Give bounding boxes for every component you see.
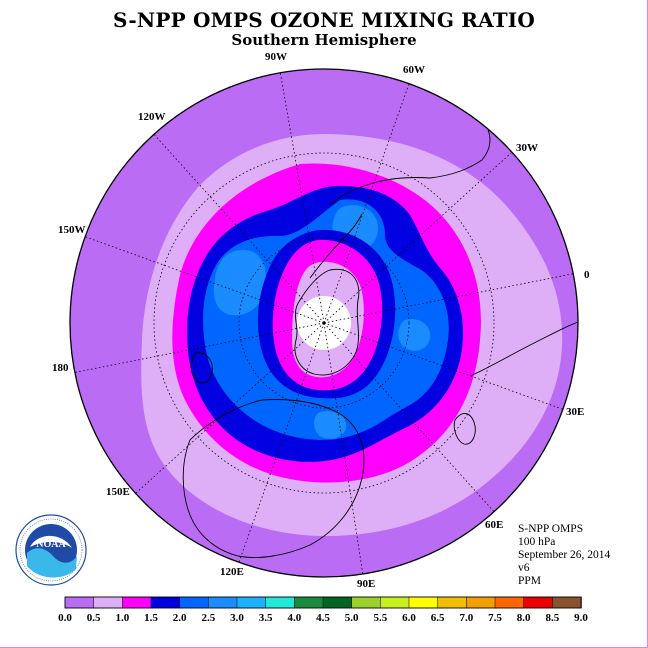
colorbar-swatch	[466, 596, 496, 609]
colorbar-tick-label: 8.5	[545, 612, 559, 624]
lon-label-60W: 60W	[403, 64, 425, 76]
lon-label-30W: 30W	[516, 142, 538, 154]
colorbar-swatches	[64, 596, 582, 609]
colorbar-tick-label: 2.0	[173, 612, 187, 624]
coast-south-america	[329, 129, 491, 206]
info-version: v6	[518, 562, 530, 574]
lon-label-120W: 120W	[138, 111, 166, 123]
colorbar-tick-label: 6.0	[402, 612, 416, 624]
band-2.5-3.0-west	[213, 249, 267, 316]
meridian-90E	[323, 322, 364, 576]
colorbar-frame	[64, 596, 582, 609]
ozone-field	[70, 69, 578, 577]
meridian-0	[323, 272, 578, 324]
colorbar-tick-label: 5.0	[345, 612, 359, 624]
coast-antarctic-peninsula	[309, 213, 363, 279]
info-units: PPM	[518, 575, 542, 587]
colorbar-swatch	[150, 596, 181, 609]
globe-outline	[69, 68, 579, 578]
south-pole-dot	[322, 321, 326, 325]
coast-australia	[182, 399, 365, 558]
coast-africa	[469, 319, 578, 377]
meridian-60E	[323, 322, 498, 516]
info-level: 100 hPa	[518, 536, 556, 548]
colorbar-swatch	[322, 596, 353, 609]
colorbar-swatch	[552, 596, 582, 609]
map-info: S-NPP OMPS 100 hPa September 26, 2014 v6…	[518, 523, 610, 588]
colorbar-swatch	[494, 596, 525, 609]
colorbar-tick-label: 2.5	[201, 612, 215, 624]
colorbar-swatch	[122, 596, 152, 609]
colorbar-tick-label: 3.0	[230, 612, 244, 624]
colorbar-swatch	[265, 596, 296, 609]
coastlines	[182, 129, 578, 558]
colorbar-tick-label: 0.0	[58, 612, 72, 624]
colorbar-swatch	[408, 596, 439, 609]
noaa-logo-text: NOAA	[36, 539, 66, 550]
colorbar-tick-label: 7.0	[459, 612, 473, 624]
lon-label-180: 180	[52, 362, 69, 374]
colorbar-swatch	[179, 596, 210, 609]
lon-label-150W: 150W	[58, 224, 86, 236]
longitude-labels: 90W 60W 30W 0 30E 60E 90E 120E 150E 180 …	[52, 51, 590, 590]
coast-madagascar	[453, 413, 476, 445]
colorbar-tick-label: 9.0	[574, 612, 588, 624]
colorbar-swatch	[380, 596, 410, 609]
lon-label-90E: 90E	[357, 578, 375, 590]
lon-label-150E: 150E	[106, 486, 130, 498]
meridian-90W	[279, 70, 325, 324]
colorbar-swatch	[351, 596, 382, 609]
colorbar-swatch	[93, 596, 124, 609]
colorbar-swatch	[523, 596, 554, 609]
latitude-circle-30S	[153, 152, 495, 494]
map-subtitle: Southern Hemisphere	[231, 31, 417, 49]
lon-label-90W: 90W	[265, 51, 287, 63]
colorbar: 0.0 0.5 1.0 1.5 2.0 2.5 3.0 3.5 4.0 4.5 5.0 5.5 6.0 6…	[58, 596, 588, 624]
info-date: September 26, 2014	[518, 549, 611, 561]
colorbar-swatch	[294, 596, 324, 609]
coast-new-zealand	[191, 351, 213, 384]
latitude-circle-60S	[238, 237, 410, 409]
lon-label-0: 0	[584, 269, 590, 281]
colorbar-tick-label: 5.5	[373, 612, 387, 624]
colorbar-tick-label: 4.5	[316, 612, 330, 624]
lon-label-30E: 30E	[566, 406, 584, 418]
colorbar-swatch	[64, 596, 95, 609]
noaa-logo: NOAA	[15, 514, 87, 586]
colorbar-swatch	[236, 596, 267, 609]
graticule	[70, 69, 578, 577]
coast-antarctica	[294, 268, 360, 376]
map-title: S-NPP OMPS OZONE MIXING RATIO	[113, 8, 535, 32]
colorbar-tick-label: 3.5	[259, 612, 273, 624]
colorbar-tick-label: 7.5	[488, 612, 502, 624]
band-2.5-3.0-south	[314, 410, 347, 439]
lon-label-120E: 120E	[220, 566, 244, 578]
colorbar-tick-label: 0.5	[87, 612, 101, 624]
meridian-120W	[150, 130, 325, 324]
colorbar-tick-label: 1.0	[115, 612, 129, 624]
lon-label-60E: 60E	[485, 519, 503, 531]
colorbar-tick-label: 8.0	[517, 612, 531, 624]
info-instrument: S-NPP OMPS	[518, 523, 584, 535]
colorbar-tick-label: 6.5	[431, 612, 445, 624]
colorbar-swatch	[208, 596, 238, 609]
colorbar-tick-label: 1.5	[144, 612, 158, 624]
colorbar-tick-labels: 0.0 0.5 1.0 1.5 2.0 2.5 3.0 3.5 4.0 4.5 5.0 5.5 6.0 6…	[58, 612, 588, 624]
meridian-180	[71, 322, 325, 374]
colorbar-tick-label: 4.0	[287, 612, 301, 624]
colorbar-swatch	[437, 596, 468, 609]
